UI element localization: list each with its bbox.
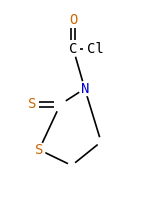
Bar — [28, 98, 37, 110]
Text: Cl: Cl — [87, 42, 104, 56]
Text: S: S — [35, 143, 43, 157]
Bar — [88, 43, 104, 55]
Bar — [68, 14, 79, 26]
Text: N: N — [81, 82, 89, 96]
Text: O: O — [69, 13, 78, 27]
Text: C: C — [69, 42, 78, 56]
Text: S: S — [28, 97, 37, 112]
Bar — [68, 43, 78, 55]
Bar — [80, 83, 90, 95]
Bar — [34, 144, 44, 156]
